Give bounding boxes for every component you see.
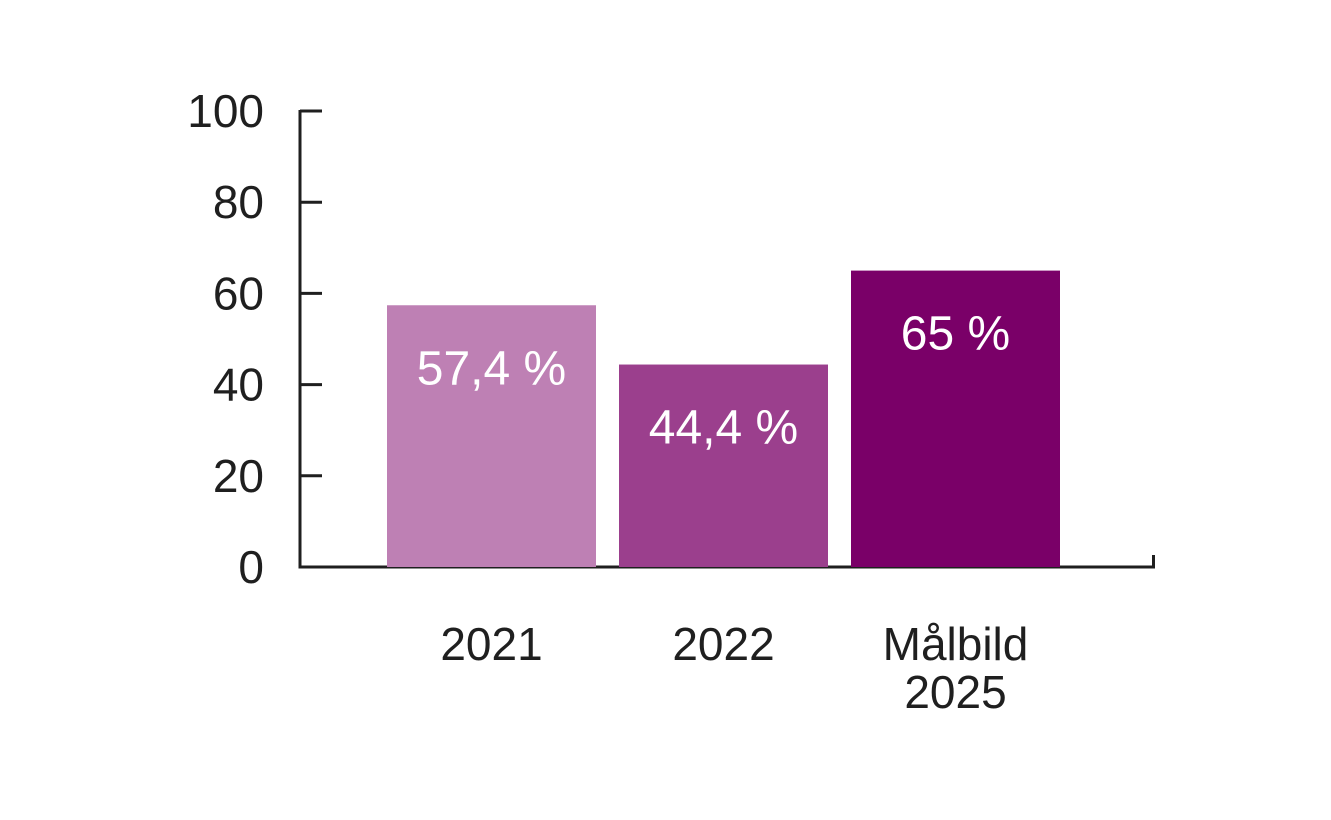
y-tick-label: 0 (238, 541, 264, 593)
bar (851, 270, 1060, 567)
y-tick-label: 100 (187, 85, 264, 137)
bars (387, 270, 1060, 567)
data-labels: 57,4 % 44,4 % 65 % (417, 308, 1010, 455)
bar (387, 305, 596, 567)
category-label: 2022 (672, 618, 774, 670)
y-ticks: 0 20 40 60 80 100 (187, 85, 322, 593)
data-label: 57,4 % (417, 342, 566, 395)
y-tick-label: 80 (213, 176, 264, 228)
category-label: 2025 (904, 666, 1006, 718)
data-label: 65 % (901, 308, 1010, 361)
y-tick-label: 40 (213, 359, 264, 411)
y-tick-label: 60 (213, 267, 264, 319)
category-label: 2021 (440, 618, 542, 670)
data-label: 44,4 % (649, 402, 798, 455)
category-label: Målbild (883, 618, 1029, 670)
bar (619, 364, 828, 567)
y-tick-label: 20 (213, 450, 264, 502)
